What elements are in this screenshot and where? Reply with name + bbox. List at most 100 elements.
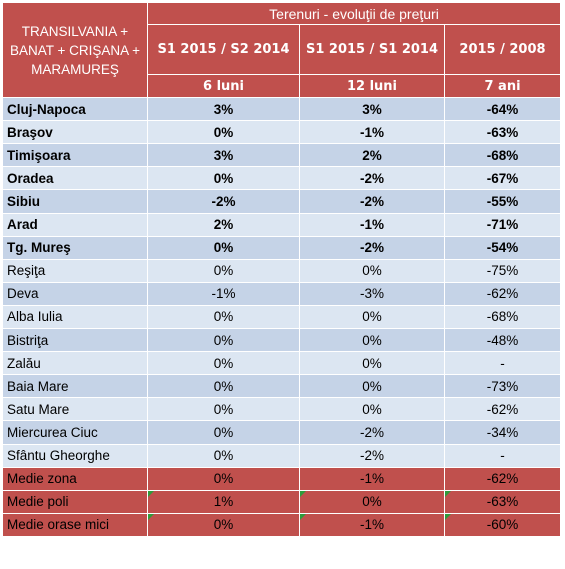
table-row: Braşov 0% -1% -63% xyxy=(2,120,561,145)
table-row: Baia Mare 0% 0% -73% xyxy=(2,374,561,399)
city-cell: Miercurea Ciuc xyxy=(2,420,148,445)
table-row: Oradea 0% -2% -67% xyxy=(2,166,561,191)
table-row: Deva -1% -3% -62% xyxy=(2,281,561,306)
summary-12m-cell: -1% xyxy=(299,466,445,491)
summary-row: Medie poli 1% 0% -63% xyxy=(2,489,561,514)
city-cell: Bistriţa xyxy=(2,328,148,353)
change-6m-cell: 0% xyxy=(147,420,300,445)
span-header-3: 7 ani xyxy=(444,73,561,99)
change-6m-cell: 0% xyxy=(147,120,300,145)
change-6m-cell: 0% xyxy=(147,166,300,191)
summary-7y-cell: -63% xyxy=(444,489,561,514)
change-7y-cell: - xyxy=(444,443,561,468)
city-cell: Baia Mare xyxy=(2,374,148,399)
period-header-1: S1 2015 / S2 2014 xyxy=(147,24,300,75)
city-cell: Deva xyxy=(2,281,148,306)
change-7y-cell: -48% xyxy=(444,328,561,353)
table-row: Miercurea Ciuc 0% -2% -34% xyxy=(2,420,561,445)
summary-7y-cell: -60% xyxy=(444,512,561,537)
change-6m-cell: 0% xyxy=(147,397,300,422)
span-header-1: 6 luni xyxy=(147,73,300,99)
change-7y-cell: -62% xyxy=(444,397,561,422)
table-row: Zalău 0% 0% - xyxy=(2,351,561,376)
summary-label-cell: Medie poli xyxy=(2,489,148,514)
change-6m-cell: 0% xyxy=(147,374,300,399)
change-7y-cell: -54% xyxy=(444,235,561,260)
change-6m-cell: -1% xyxy=(147,281,300,306)
table-body: TRANSILVANIA + BANAT + CRIŞANA + MARAMUR… xyxy=(2,1,561,537)
change-7y-cell: -68% xyxy=(444,143,561,168)
summary-12m-cell: 0% xyxy=(299,489,445,514)
change-6m-cell: 0% xyxy=(147,443,300,468)
header-row-title: TRANSILVANIA + BANAT + CRIŞANA + MARAMUR… xyxy=(2,1,561,99)
change-12m-cell: -2% xyxy=(299,189,445,214)
change-7y-cell: -67% xyxy=(444,166,561,191)
change-6m-cell: -2% xyxy=(147,189,300,214)
table-row: Sfântu Gheorghe 0% -2% - xyxy=(2,443,561,468)
change-12m-cell: -3% xyxy=(299,281,445,306)
change-12m-cell: 0% xyxy=(299,374,445,399)
summary-6m-cell: 1% xyxy=(147,489,300,514)
change-7y-cell: - xyxy=(444,351,561,376)
header-row-periods: S1 2015 / S2 2014 S1 2015 / S1 2014 2015… xyxy=(3,24,561,75)
change-7y-cell: -34% xyxy=(444,420,561,445)
city-cell: Alba Iulia xyxy=(2,304,148,330)
region-header: TRANSILVANIA + BANAT + CRIŞANA + MARAMUR… xyxy=(2,1,148,99)
price-evolution-table-container: TRANSILVANIA + BANAT + CRIŞANA + MARAMUR… xyxy=(2,1,561,537)
change-7y-cell: -62% xyxy=(444,281,561,306)
change-12m-cell: 0% xyxy=(299,328,445,353)
table-row: Bistriţa 0% 0% -48% xyxy=(2,328,561,353)
summary-label-cell: Medie orase mici xyxy=(2,512,148,537)
table-row: Sibiu -2% -2% -55% xyxy=(2,189,561,214)
table-row: Satu Mare 0% 0% -62% xyxy=(2,397,561,422)
change-6m-cell: 0% xyxy=(147,258,300,283)
change-12m-cell: -2% xyxy=(299,443,445,468)
change-6m-cell: 3% xyxy=(147,143,300,168)
city-cell: Oradea xyxy=(2,166,148,191)
change-6m-cell: 0% xyxy=(147,304,300,330)
change-7y-cell: -71% xyxy=(444,212,561,237)
change-12m-cell: -2% xyxy=(299,420,445,445)
city-cell: Cluj-Napoca xyxy=(2,97,148,122)
summary-12m-cell: -1% xyxy=(299,512,445,537)
city-cell: Sfântu Gheorghe xyxy=(2,443,148,468)
change-7y-cell: -63% xyxy=(444,120,561,145)
change-12m-cell: 0% xyxy=(299,304,445,330)
change-7y-cell: -68% xyxy=(444,304,561,330)
change-12m-cell: -1% xyxy=(299,120,445,145)
city-cell: Sibiu xyxy=(2,189,148,214)
city-cell: Reşiţa xyxy=(2,258,148,283)
change-12m-cell: 2% xyxy=(299,143,445,168)
change-6m-cell: 0% xyxy=(147,351,300,376)
table-row: Cluj-Napoca 3% 3% -64% xyxy=(2,97,561,122)
city-cell: Arad xyxy=(2,212,148,237)
table-row: Reşiţa 0% 0% -75% xyxy=(2,258,561,283)
city-cell: Tg. Mureş xyxy=(2,235,148,260)
change-6m-cell: 0% xyxy=(147,235,300,260)
change-12m-cell: 0% xyxy=(299,397,445,422)
price-evolution-table: TRANSILVANIA + BANAT + CRIŞANA + MARAMUR… xyxy=(2,1,561,537)
summary-row: Medie zona 0% -1% -62% xyxy=(2,466,561,491)
summary-7y-cell: -62% xyxy=(444,466,561,491)
table-row: Timişoara 3% 2% -68% xyxy=(2,143,561,168)
summary-row: Medie orase mici 0% -1% -60% xyxy=(2,512,561,537)
period-header-2: S1 2015 / S1 2014 xyxy=(299,24,445,75)
city-cell: Satu Mare xyxy=(2,397,148,422)
change-6m-cell: 3% xyxy=(147,97,300,122)
change-7y-cell: -55% xyxy=(444,189,561,214)
summary-6m-cell: 0% xyxy=(147,466,300,491)
city-cell: Timişoara xyxy=(2,143,148,168)
table-row: Arad 2% -1% -71% xyxy=(2,212,561,237)
table-row: Tg. Mureş 0% -2% -54% xyxy=(2,235,561,260)
city-cell: Braşov xyxy=(2,120,148,145)
change-12m-cell: 3% xyxy=(299,97,445,122)
change-12m-cell: 0% xyxy=(299,258,445,283)
table-title: Terenuri - evoluţii de preţuri xyxy=(147,2,561,25)
period-header-3: 2015 / 2008 xyxy=(444,24,561,75)
change-12m-cell: -2% xyxy=(299,166,445,191)
change-12m-cell: 0% xyxy=(299,351,445,376)
change-7y-cell: -73% xyxy=(444,374,561,399)
change-7y-cell: -64% xyxy=(444,97,561,122)
summary-6m-cell: 0% xyxy=(147,512,300,537)
change-6m-cell: 2% xyxy=(147,212,300,237)
